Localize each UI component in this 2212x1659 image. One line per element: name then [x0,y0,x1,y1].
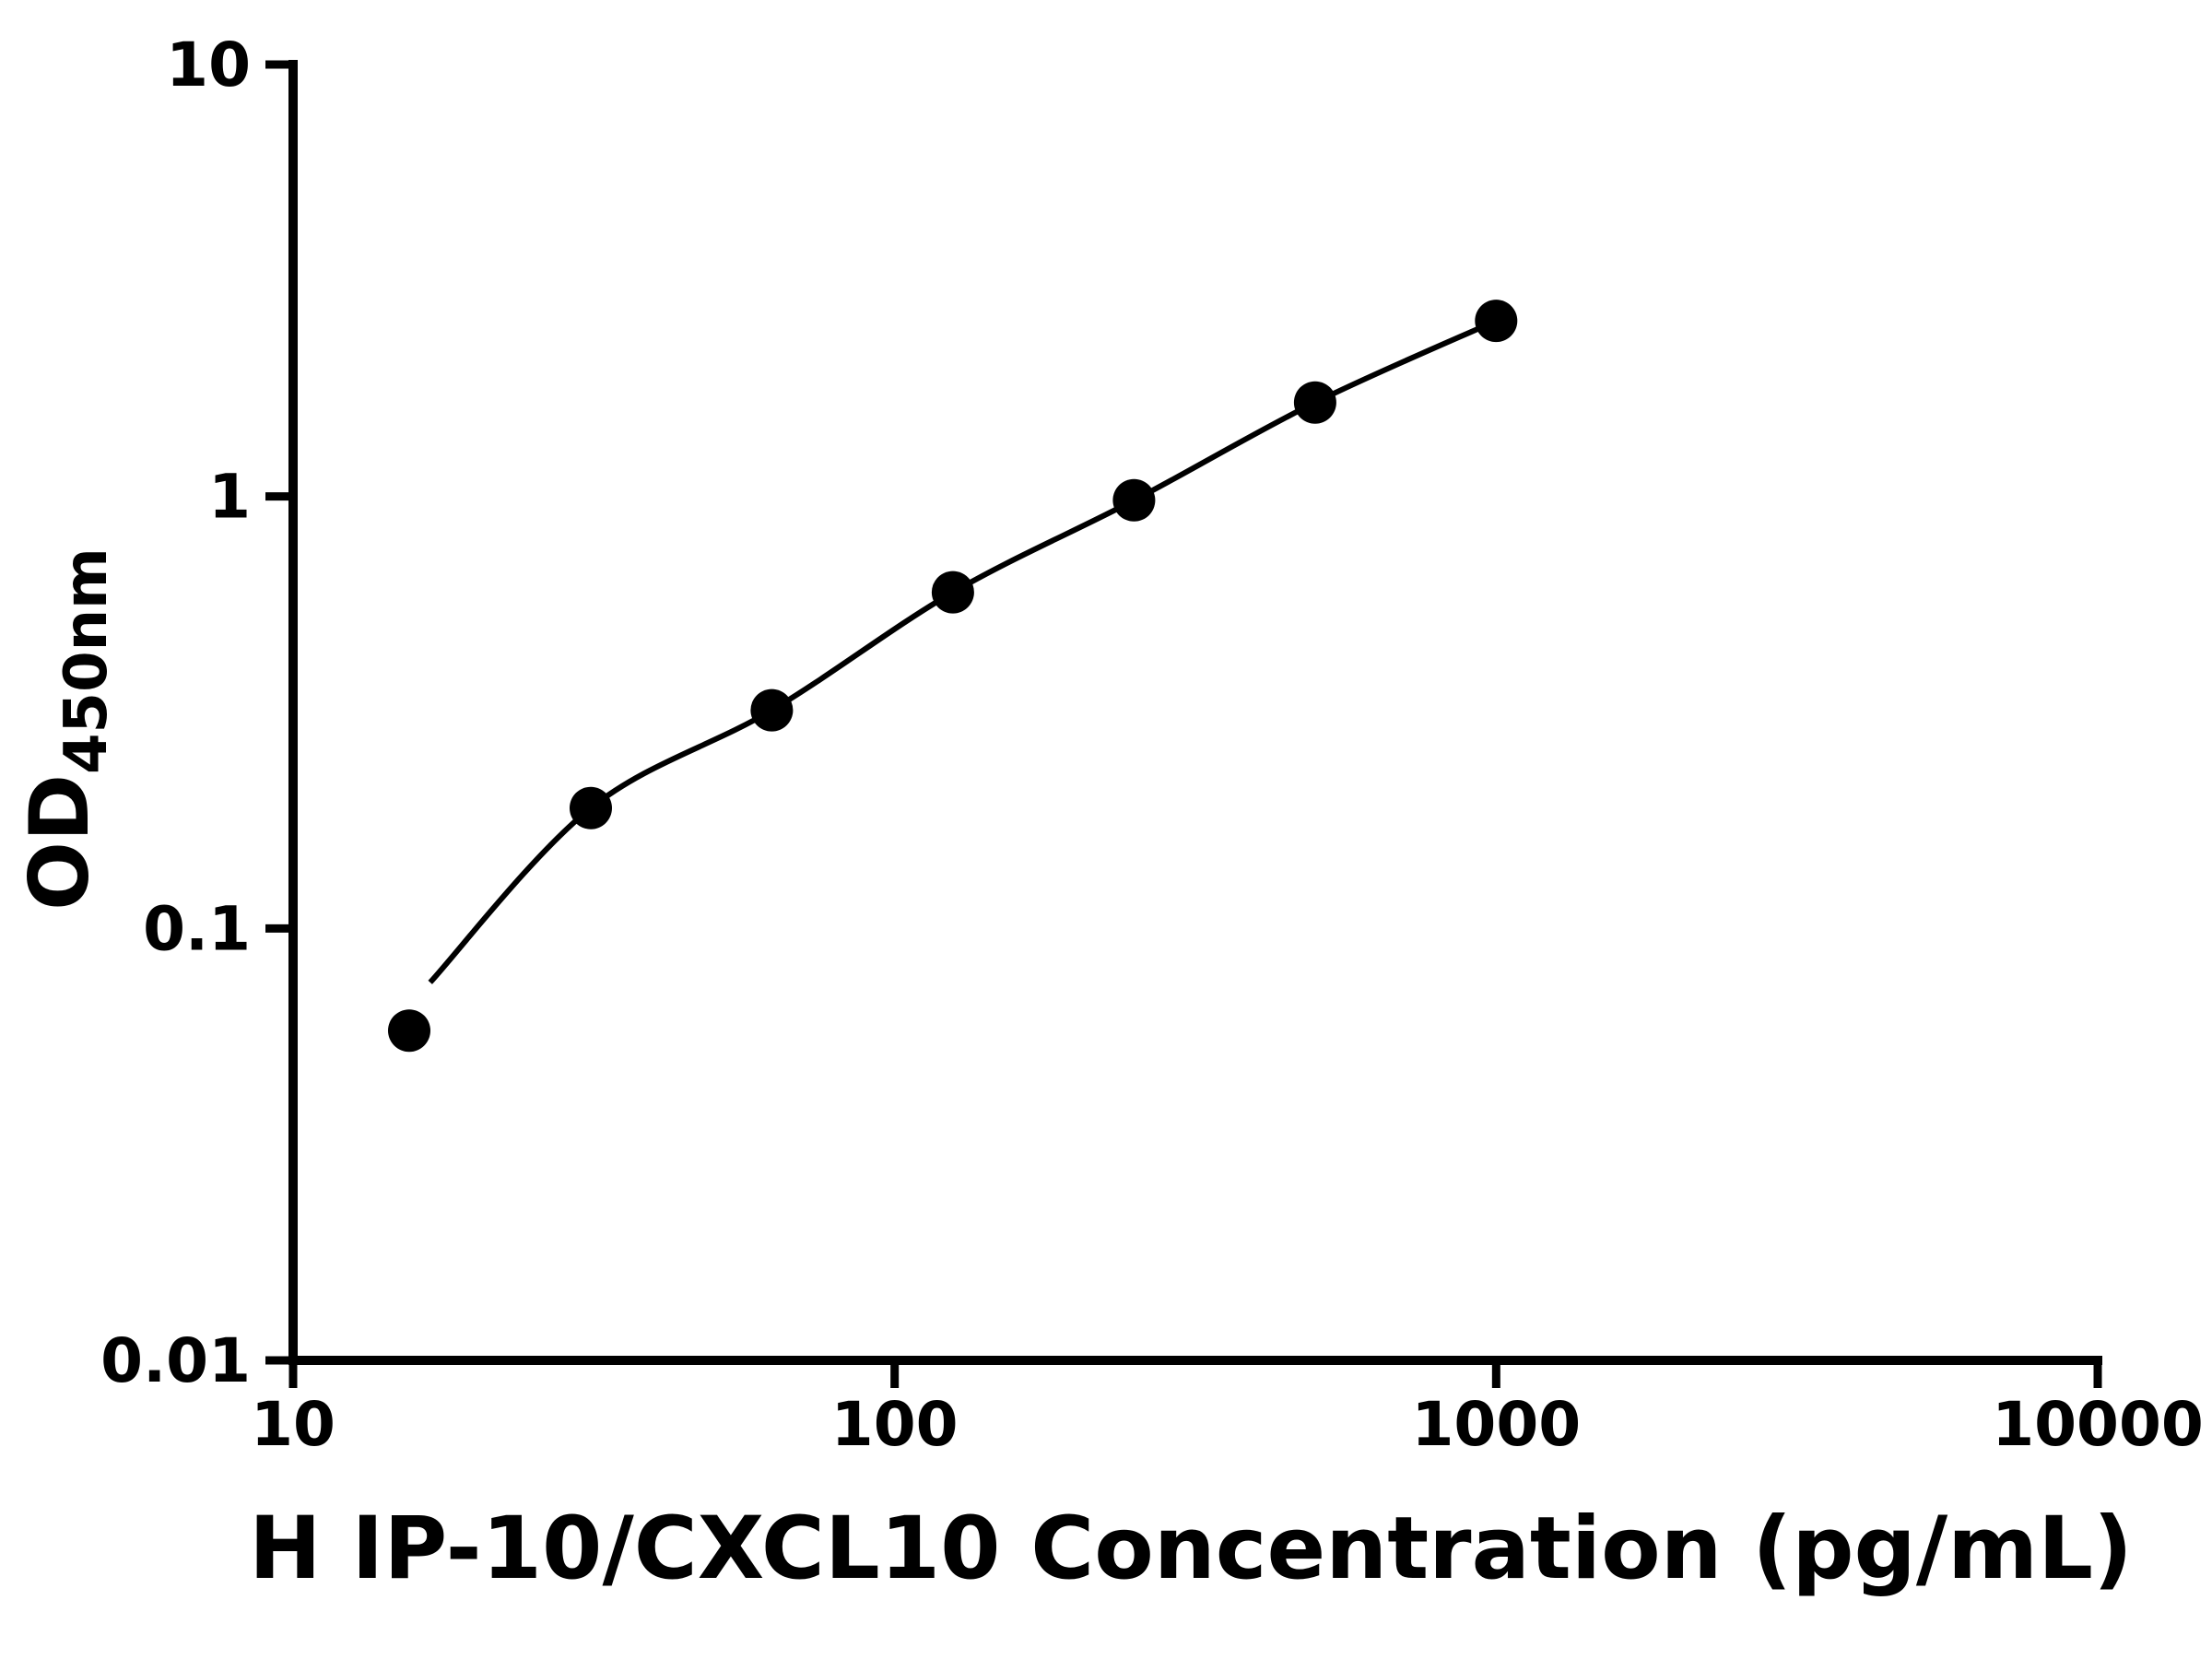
y-tick-label: 1 [208,462,251,533]
y-tick-label: 0.1 [143,893,251,964]
x-tick-label: 1000 [1411,1389,1581,1460]
data-point-marker [1112,478,1156,522]
data-point-marker [931,571,974,614]
y-tick-label: 0.01 [100,1325,251,1396]
data-point-marker [388,1009,430,1053]
y-axis-label: OD450nm [12,547,121,911]
x-tick-label: 10 [251,1389,335,1460]
fit-curve [428,318,1498,984]
data-point-marker [750,688,794,732]
y-tick-label: 10 [166,29,251,100]
x-axis-label: H IP-10/CXCL10 Concentration (pg/mL) [249,1499,2133,1599]
data-point-marker [570,786,612,830]
x-tick-label: 100 [831,1389,959,1460]
x-tick-label: 10000 [1992,1389,2204,1460]
data-point-marker [1293,381,1336,424]
data-point-marker [1475,300,1518,343]
